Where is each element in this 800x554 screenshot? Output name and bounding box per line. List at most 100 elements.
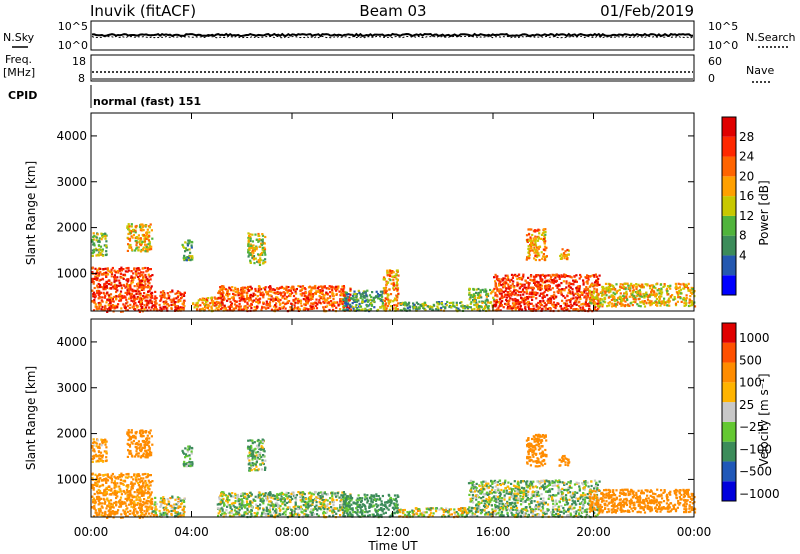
velocity-cell — [182, 462, 185, 466]
power-cell — [119, 272, 123, 276]
power-cell — [576, 292, 579, 295]
power-cell — [386, 281, 389, 284]
power-cell — [484, 301, 487, 304]
power-cell — [249, 298, 252, 301]
velocity-cell — [129, 494, 132, 497]
velocity-cell — [116, 495, 119, 498]
power-cell — [542, 274, 546, 277]
power-cell — [458, 309, 461, 312]
power-cell — [115, 286, 118, 289]
power-cell — [303, 303, 306, 306]
power-cell — [130, 282, 133, 285]
power-cell — [385, 298, 388, 301]
power-cell — [619, 286, 622, 289]
power-cell — [511, 283, 514, 286]
power-cell — [95, 305, 98, 308]
power-cell — [623, 282, 626, 286]
power-cell — [540, 251, 543, 254]
velocity-cell — [145, 499, 148, 502]
power-cell — [641, 300, 644, 303]
velocity-cell — [140, 485, 143, 488]
velocity-cell — [149, 505, 152, 508]
velocity-cell — [300, 500, 303, 503]
power-cell — [92, 238, 95, 241]
power-cell — [110, 306, 113, 309]
power-cell — [532, 237, 535, 240]
power-cell — [424, 301, 427, 304]
power-cell — [345, 299, 348, 302]
power-cell — [533, 292, 536, 295]
power-cell — [677, 296, 680, 299]
power-cell — [371, 291, 374, 294]
velocity-cell — [237, 500, 240, 503]
power-cell — [543, 287, 547, 290]
velocity-cell — [106, 504, 109, 507]
power-cell — [601, 305, 604, 308]
power-cell — [136, 282, 140, 285]
power-cell — [524, 302, 527, 305]
velocity-cell — [145, 440, 148, 443]
power-cell — [263, 251, 266, 254]
velocity-cell — [318, 501, 321, 504]
power-cell — [212, 303, 215, 306]
power-cell — [344, 301, 347, 305]
power-cell — [422, 306, 425, 309]
power-cell — [659, 283, 662, 286]
velocity-cell — [99, 502, 102, 505]
power-cell — [635, 283, 638, 286]
velocity-cell — [129, 435, 132, 439]
power-cell — [535, 229, 539, 232]
power-cell — [141, 284, 144, 287]
power-cell — [104, 237, 107, 240]
power-cell — [586, 280, 589, 283]
power-cell — [108, 307, 111, 310]
power-cell — [258, 290, 261, 293]
velocity-cell — [104, 512, 107, 515]
power-cell — [95, 290, 99, 293]
power-cell — [247, 255, 250, 258]
velocity-cell — [155, 514, 158, 517]
velocity-cell — [191, 464, 194, 467]
power-cell — [149, 268, 152, 271]
power-cell — [362, 294, 365, 298]
power-cell — [261, 306, 264, 309]
power-cell — [381, 295, 384, 298]
power-cell — [493, 300, 496, 303]
power-cell — [98, 305, 101, 309]
power-cell — [249, 253, 252, 257]
power-cell — [507, 285, 510, 288]
power-cell — [675, 291, 678, 294]
power-cell — [649, 304, 652, 307]
power-cell — [583, 296, 586, 299]
power-cell — [110, 287, 113, 290]
power-cell — [524, 296, 527, 299]
velocity-cell — [97, 474, 100, 477]
power-cell — [650, 300, 653, 303]
power-cell — [440, 306, 443, 310]
velocity-cell — [222, 497, 225, 501]
power-cell — [261, 248, 264, 251]
power-cell — [538, 294, 541, 297]
power-cell — [571, 304, 574, 307]
velocity-cell — [97, 508, 100, 511]
power-cell — [133, 268, 136, 271]
power-cell — [578, 287, 581, 290]
power-cell — [595, 280, 598, 283]
power-cell — [258, 263, 262, 266]
power-cell — [611, 302, 614, 305]
velocity-cell — [143, 445, 147, 449]
power-cell — [311, 297, 314, 300]
velocity-cell — [100, 438, 103, 441]
power-cell — [184, 250, 187, 253]
power-cell — [294, 291, 297, 294]
power-cell — [103, 292, 106, 295]
velocity-cell — [101, 460, 105, 463]
power-cell — [691, 291, 694, 294]
power-cell — [299, 299, 303, 302]
power-cell — [92, 291, 96, 294]
power-cell — [593, 287, 596, 290]
power-cell — [530, 243, 533, 246]
power-cell — [346, 308, 349, 311]
power-cell — [544, 306, 547, 309]
